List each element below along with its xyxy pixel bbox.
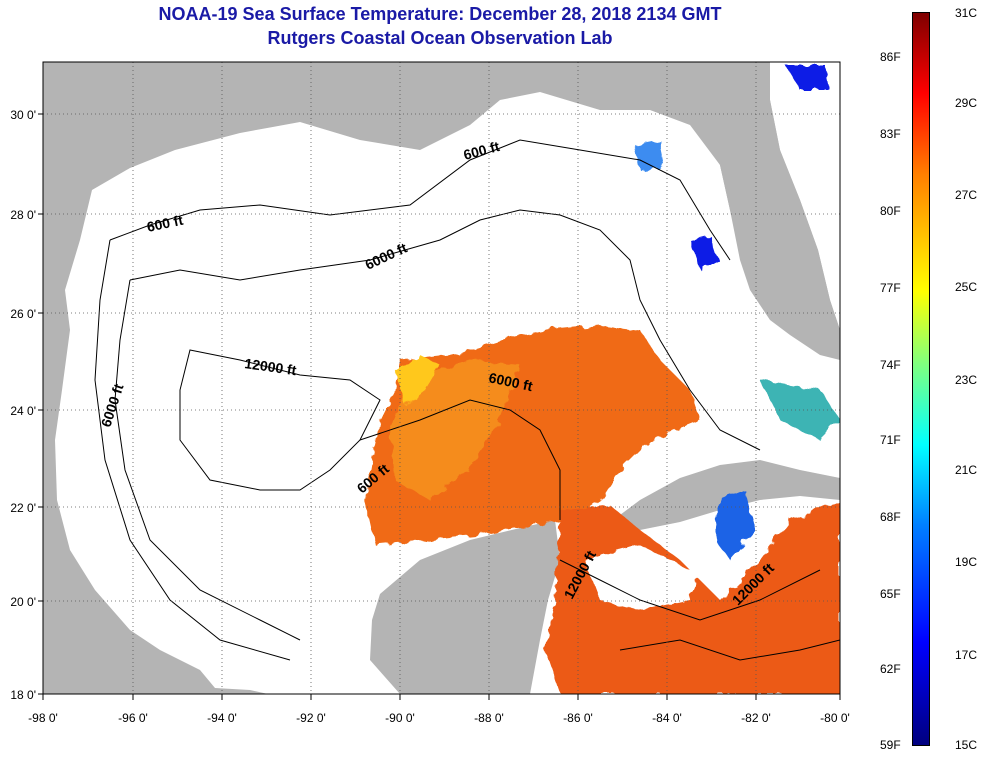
cool-sst-cuba-coast xyxy=(715,490,755,560)
cool-sst-north xyxy=(635,140,665,170)
caribbean-warm-sst xyxy=(545,500,840,694)
colorbar-label-19c: 19C xyxy=(955,555,978,569)
contour-label-600ft-west: 600 ft xyxy=(145,212,184,235)
cold-sst-florida xyxy=(690,235,718,270)
lon-label-80: -80 0' xyxy=(820,711,850,725)
yucatan-land xyxy=(370,520,560,694)
colorbar-label-17c: 17C xyxy=(955,648,978,662)
lon-label-96: -96 0' xyxy=(118,711,148,725)
colorbar-label-59f: 59F xyxy=(880,738,901,752)
temperature-colorbar xyxy=(912,12,930,746)
caribbean-white-gap xyxy=(585,545,700,610)
cuba-land xyxy=(600,460,840,530)
warm-sst-highlight xyxy=(390,360,520,500)
contour-caribbean-2 xyxy=(619,639,840,661)
lon-label-90: -90 0' xyxy=(385,711,415,725)
colorbar-label-86f: 86F xyxy=(880,50,901,64)
axis-ticks xyxy=(38,113,841,700)
colorbar-label-83f: 83F xyxy=(880,127,901,141)
atlantic-water xyxy=(770,62,840,330)
colorbar-label-74f: 74F xyxy=(880,358,901,372)
lon-label-84: -84 0' xyxy=(652,711,682,725)
lat-label-18: 18 0' xyxy=(10,688,36,702)
colorbar-label-71f: 71F xyxy=(880,433,901,447)
map-title: NOAA-19 Sea Surface Temperature: Decembe… xyxy=(158,4,722,24)
graticule xyxy=(43,62,840,694)
colorbar-label-80f: 80F xyxy=(880,204,901,218)
plot-frame xyxy=(42,61,841,695)
lat-label-20: 20 0' xyxy=(10,595,36,609)
lat-label-26: 26 0' xyxy=(10,307,36,321)
colorbar-label-68f: 68F xyxy=(880,510,901,524)
colorbar-label-62f: 62F xyxy=(880,662,901,676)
colorbar-label-77f: 77F xyxy=(880,281,901,295)
colorbar-label-29c: 29C xyxy=(955,96,978,110)
lon-label-92: -92 0' xyxy=(296,711,326,725)
lat-label-22: 22 0' xyxy=(10,501,36,515)
lon-label-98: -98 0' xyxy=(28,711,58,725)
yellow-sst-edge xyxy=(395,355,440,405)
lon-label-88: -88 0' xyxy=(474,711,504,725)
contour-600ft xyxy=(109,139,731,261)
colorbar-label-27c: 27C xyxy=(955,188,978,202)
florida-land xyxy=(690,62,840,360)
lon-label-86: -86 0' xyxy=(563,711,593,725)
colorbar-label-15c: 15C xyxy=(955,738,978,752)
cold-sst-atlantic xyxy=(785,65,830,90)
lat-label-24: 24 0' xyxy=(10,404,36,418)
lat-label-30: 30 0' xyxy=(10,108,36,122)
colorbar-label-65f: 65F xyxy=(880,587,901,601)
map-subtitle: Rutgers Coastal Ocean Observation Lab xyxy=(267,28,613,48)
colorbar-label-21c: 21C xyxy=(955,463,978,477)
contour-6000ft-west xyxy=(114,279,301,641)
contour-6000ft-east xyxy=(359,399,561,520)
lon-label-94: -94 0' xyxy=(207,711,237,725)
lat-label-28: 28 0' xyxy=(10,208,36,222)
colorbar-label-23c: 23C xyxy=(955,373,978,387)
colorbar-label-25c: 25C xyxy=(955,280,978,294)
contour-12000ft xyxy=(179,349,381,491)
colorbar-label-31c: 31C xyxy=(955,6,978,20)
contour-caribbean xyxy=(559,559,821,621)
contour-label-12000ft-gulf: 12000 ft xyxy=(244,355,298,378)
contour-6000ft xyxy=(129,209,761,451)
lon-label-82: -82 0' xyxy=(741,711,771,725)
